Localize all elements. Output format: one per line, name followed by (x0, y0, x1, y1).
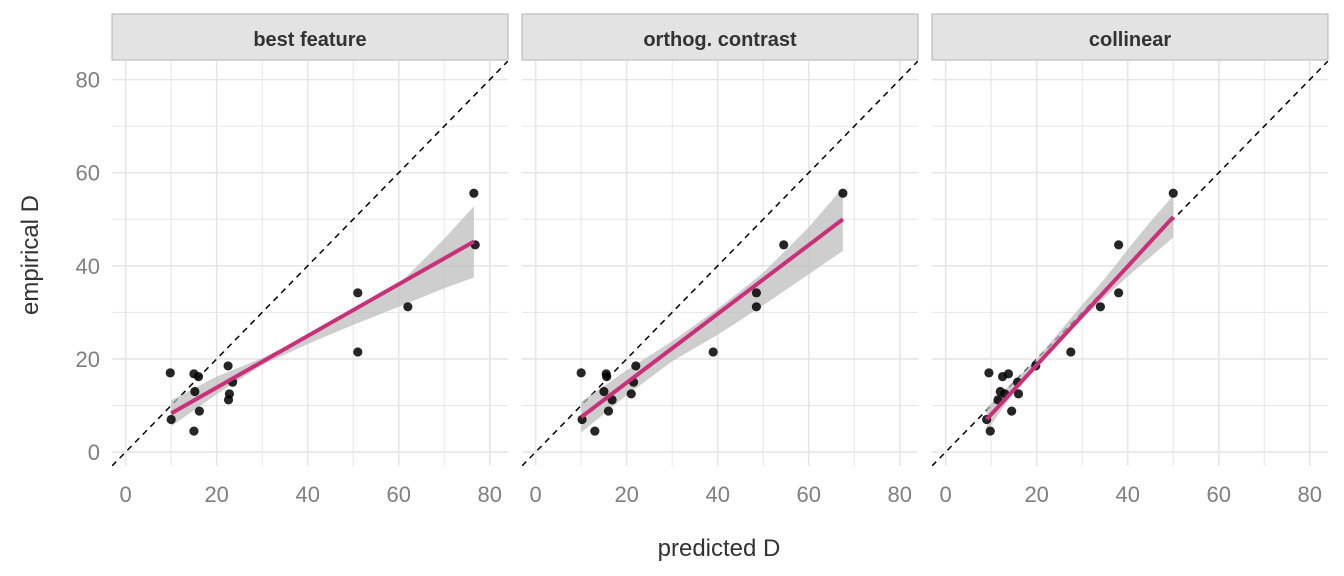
confidence-band (986, 195, 1174, 432)
x-tick-label: 60 (387, 482, 411, 507)
data-point (403, 302, 413, 312)
data-point (602, 372, 612, 382)
plot-area (112, 61, 508, 466)
y-tick-label: 40 (76, 254, 100, 279)
x-tick-label: 20 (614, 482, 638, 507)
facet-panel-2: orthog. contrast 0 20 40 60 80 (521, 13, 919, 507)
data-point (599, 386, 609, 397)
data-point (603, 406, 614, 416)
data-point (1114, 288, 1124, 298)
data-point (984, 368, 994, 378)
data-point (1013, 389, 1024, 399)
plot-area (522, 61, 918, 466)
facet-strip-title: collinear (1089, 29, 1171, 51)
facet-strip-title: orthog. contrast (643, 29, 797, 51)
facet-panel-1: best feature 0 20 40 60 80 (111, 13, 509, 507)
x-tick-label: 40 (1115, 482, 1139, 507)
data-point (708, 347, 718, 357)
data-point (223, 361, 233, 371)
plot-area (932, 61, 1328, 466)
grid-lines (112, 61, 508, 466)
facet-strip-title: best feature (253, 29, 366, 51)
data-point (779, 240, 789, 250)
x-tick-label: 0 (530, 482, 542, 507)
confidence-band (581, 187, 843, 433)
data-point (190, 386, 200, 397)
data-point (1168, 188, 1178, 198)
x-tick-label: 20 (1024, 482, 1048, 507)
data-point (469, 188, 479, 198)
facet-strip (521, 13, 919, 61)
y-tick-label: 80 (76, 68, 100, 93)
x-tick-label: 0 (940, 482, 952, 507)
y-axis-title: empirical D (17, 195, 44, 315)
data-point (224, 389, 235, 399)
data-point (751, 288, 762, 298)
x-tick-label: 0 (120, 482, 132, 507)
data-point (1114, 240, 1124, 250)
x-tick-label: 60 (1207, 482, 1231, 507)
regression-line (579, 217, 845, 419)
x-tick-label: 40 (705, 482, 729, 507)
facet-panel-3: collinear 0 20 40 60 80 (931, 13, 1329, 507)
data-point (985, 426, 995, 436)
data-point (165, 368, 175, 378)
x-tick-label: 40 (295, 482, 319, 507)
data-point (353, 347, 363, 357)
grid-lines (932, 61, 1328, 466)
data-point (590, 426, 600, 436)
data-point (189, 426, 199, 436)
data-point (194, 406, 204, 416)
data-point (626, 389, 636, 399)
panels-layer: best feature 0 20 40 60 80 orthog. contrast 0 20… (76, 13, 1329, 507)
grid-lines (522, 61, 918, 466)
x-tick-label: 80 (888, 482, 912, 507)
data-point (166, 414, 176, 425)
data-point (193, 372, 204, 382)
x-tick-label: 80 (1298, 482, 1322, 507)
facet-strip (111, 13, 509, 61)
data-point (353, 288, 363, 298)
regression-line (985, 215, 1175, 421)
data-point (751, 302, 762, 312)
x-tick-label: 60 (797, 482, 821, 507)
facet-strip (931, 13, 1329, 61)
y-tick-label: 60 (76, 161, 100, 186)
data-point (1003, 369, 1014, 379)
data-point (1066, 347, 1076, 357)
y-tick-label: 20 (76, 347, 100, 372)
data-point (576, 368, 586, 378)
x-axis-title: predicted D (658, 535, 781, 562)
y-tick-label: 0 (88, 440, 100, 465)
x-tick-label: 80 (478, 482, 502, 507)
data-point (838, 188, 848, 198)
data-point (631, 361, 641, 371)
x-tick-label: 20 (204, 482, 228, 507)
data-point (1007, 406, 1017, 416)
data-point (1095, 302, 1106, 312)
regression-line (170, 239, 475, 416)
